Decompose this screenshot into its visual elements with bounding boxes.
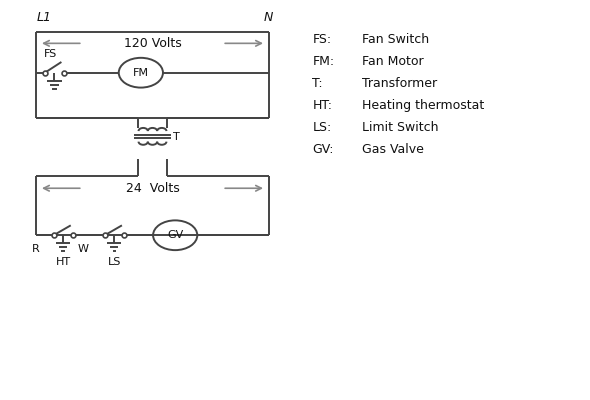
Text: FM: FM xyxy=(133,68,149,78)
Text: T:: T: xyxy=(313,77,323,90)
Text: N: N xyxy=(264,11,274,24)
Text: R: R xyxy=(32,244,40,254)
Text: FM:: FM: xyxy=(313,55,335,68)
Text: FS: FS xyxy=(44,49,57,59)
Text: GV:: GV: xyxy=(313,142,334,156)
Text: FS:: FS: xyxy=(313,33,332,46)
Text: Fan Switch: Fan Switch xyxy=(362,33,429,46)
Text: Limit Switch: Limit Switch xyxy=(362,121,438,134)
Text: LS: LS xyxy=(108,257,121,267)
Text: Transformer: Transformer xyxy=(362,77,437,90)
Text: HT:: HT: xyxy=(313,99,332,112)
Text: L1: L1 xyxy=(36,11,51,24)
Text: 120 Volts: 120 Volts xyxy=(124,37,181,50)
Text: Gas Valve: Gas Valve xyxy=(362,142,424,156)
Text: GV: GV xyxy=(167,230,183,240)
Text: 24  Volts: 24 Volts xyxy=(126,182,179,195)
Text: LS:: LS: xyxy=(313,121,332,134)
Text: Fan Motor: Fan Motor xyxy=(362,55,424,68)
Text: T: T xyxy=(173,132,179,142)
Text: HT: HT xyxy=(55,257,71,267)
Text: Heating thermostat: Heating thermostat xyxy=(362,99,484,112)
Text: W: W xyxy=(77,244,88,254)
